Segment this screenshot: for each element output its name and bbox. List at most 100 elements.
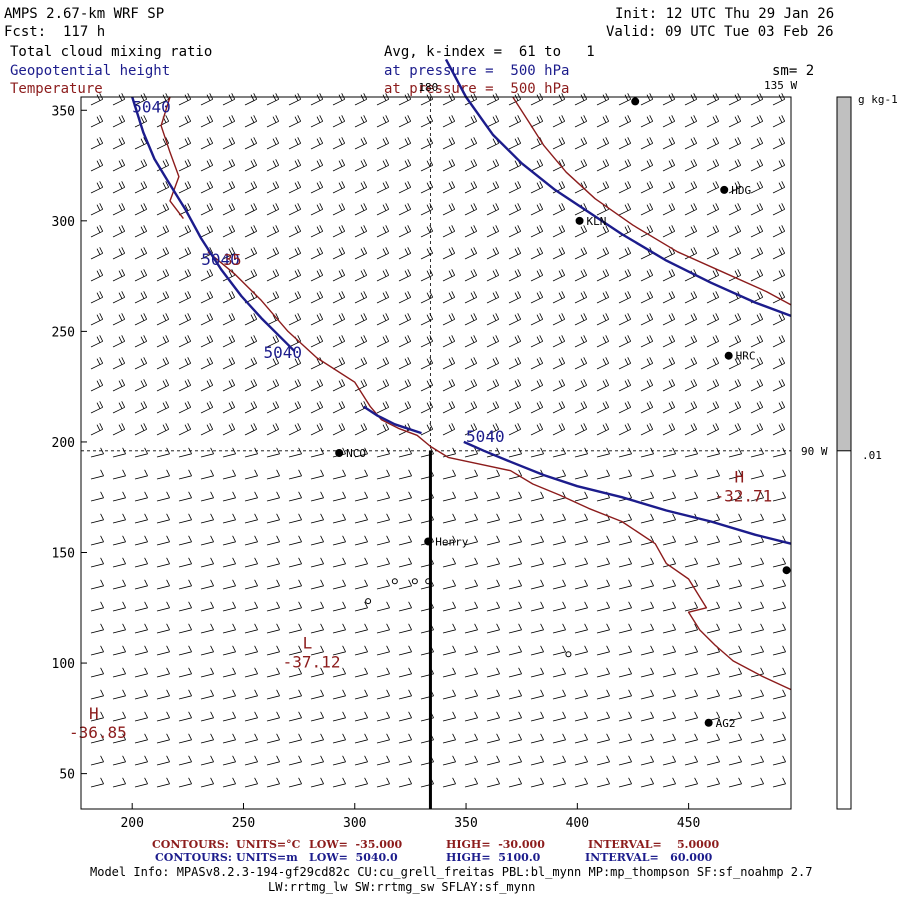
wind-barb	[90, 623, 104, 634]
wind-barb	[266, 733, 280, 744]
wind-barb	[508, 423, 522, 436]
wind-barb	[200, 225, 214, 238]
wind-barb	[596, 401, 610, 414]
wind-barb	[90, 335, 104, 348]
wind-barb	[354, 491, 368, 502]
wind-barb	[772, 269, 786, 282]
y-tick-label: 300	[52, 215, 75, 230]
wind-barb	[508, 777, 522, 788]
wind-barb	[376, 535, 390, 546]
wind-barb	[442, 291, 456, 304]
extremum-type: L	[303, 633, 313, 652]
wind-barb	[266, 579, 280, 590]
wind-barb	[640, 269, 654, 282]
wind-barb	[112, 401, 126, 414]
wind-barb	[288, 137, 302, 150]
wind-barb	[684, 601, 698, 612]
wind-barb	[442, 469, 456, 480]
wind-barb	[530, 379, 544, 392]
wind-barb	[266, 137, 280, 150]
wind-barb	[706, 291, 720, 304]
wind-barb	[134, 469, 148, 480]
wind-barb	[178, 291, 192, 304]
wind-barb	[310, 447, 324, 458]
wind-barb	[728, 601, 742, 612]
wind-barb	[486, 535, 500, 546]
wind-barb	[750, 247, 764, 260]
wind-barb	[508, 269, 522, 282]
wind-barb	[772, 733, 786, 744]
wind-barb	[442, 579, 456, 590]
contours-temp-interval: INTERVAL= 5.0000	[588, 838, 720, 851]
wind-barb	[398, 535, 412, 546]
field-height-label: Geopotential height	[10, 63, 171, 79]
wind-barb	[354, 335, 368, 348]
wind-barb	[574, 313, 588, 326]
wind-barb	[486, 689, 500, 700]
wind-barb	[662, 93, 676, 106]
wind-barb	[706, 93, 720, 106]
wind-barb	[772, 291, 786, 304]
wind-barb	[574, 623, 588, 634]
wind-barb	[772, 755, 786, 766]
wind-barb	[508, 379, 522, 392]
wind-barb	[684, 181, 698, 194]
wind-barb	[684, 115, 698, 128]
wind-barb	[750, 755, 764, 766]
wind-barb	[332, 137, 346, 150]
wind-barb	[640, 733, 654, 744]
wind-barb	[552, 777, 566, 788]
wind-barb	[618, 689, 632, 700]
wind-barb	[772, 181, 786, 194]
wind-barb	[750, 601, 764, 612]
wind-barb	[134, 623, 148, 634]
wind-barb	[618, 579, 632, 590]
wind-barb	[662, 269, 676, 282]
open-marker	[365, 598, 372, 605]
wind-barb	[310, 535, 324, 546]
wind-barb	[640, 335, 654, 348]
wind-barb	[354, 313, 368, 326]
wind-barb	[508, 335, 522, 348]
model-info-line2: LW:rrtmg_lw SW:rrtmg_sw SFLAY:sf_mynn	[268, 880, 536, 894]
wind-barb	[288, 379, 302, 392]
wind-barb	[90, 557, 104, 568]
wind-barb	[332, 469, 346, 480]
wind-barb	[530, 623, 544, 634]
wind-barb	[178, 667, 192, 678]
wind-barb	[332, 667, 346, 678]
wind-barb	[310, 557, 324, 568]
wind-barb	[376, 291, 390, 304]
wind-barb	[596, 115, 610, 128]
wind-barb	[310, 269, 324, 282]
wind-barb	[310, 401, 324, 414]
wind-barb	[596, 557, 610, 568]
wind-barb	[354, 181, 368, 194]
wind-barb	[596, 225, 610, 238]
wind-barb	[508, 225, 522, 238]
wind-barb	[288, 291, 302, 304]
wind-barb	[486, 711, 500, 722]
wind-barb	[310, 579, 324, 590]
wind-barb	[244, 557, 258, 568]
wind-barb	[618, 159, 632, 172]
wind-barb	[354, 535, 368, 546]
wind-barb	[354, 137, 368, 150]
wind-barb	[618, 93, 632, 106]
wind-barb	[134, 579, 148, 590]
wind-barb	[750, 733, 764, 744]
wind-barb	[200, 667, 214, 678]
wind-barb	[398, 469, 412, 480]
wind-barb	[662, 579, 676, 590]
wind-barb	[178, 401, 192, 414]
wind-barb	[706, 313, 720, 326]
wind-barb	[288, 667, 302, 678]
wind-barb	[112, 469, 126, 480]
wind-barb	[508, 689, 522, 700]
wind-barb	[464, 711, 478, 722]
wind-barb	[574, 335, 588, 348]
field-temp-label: Temperature	[10, 81, 103, 97]
wind-barb	[288, 447, 302, 458]
x-tick-label: 200	[120, 816, 143, 831]
wind-barb	[662, 159, 676, 172]
